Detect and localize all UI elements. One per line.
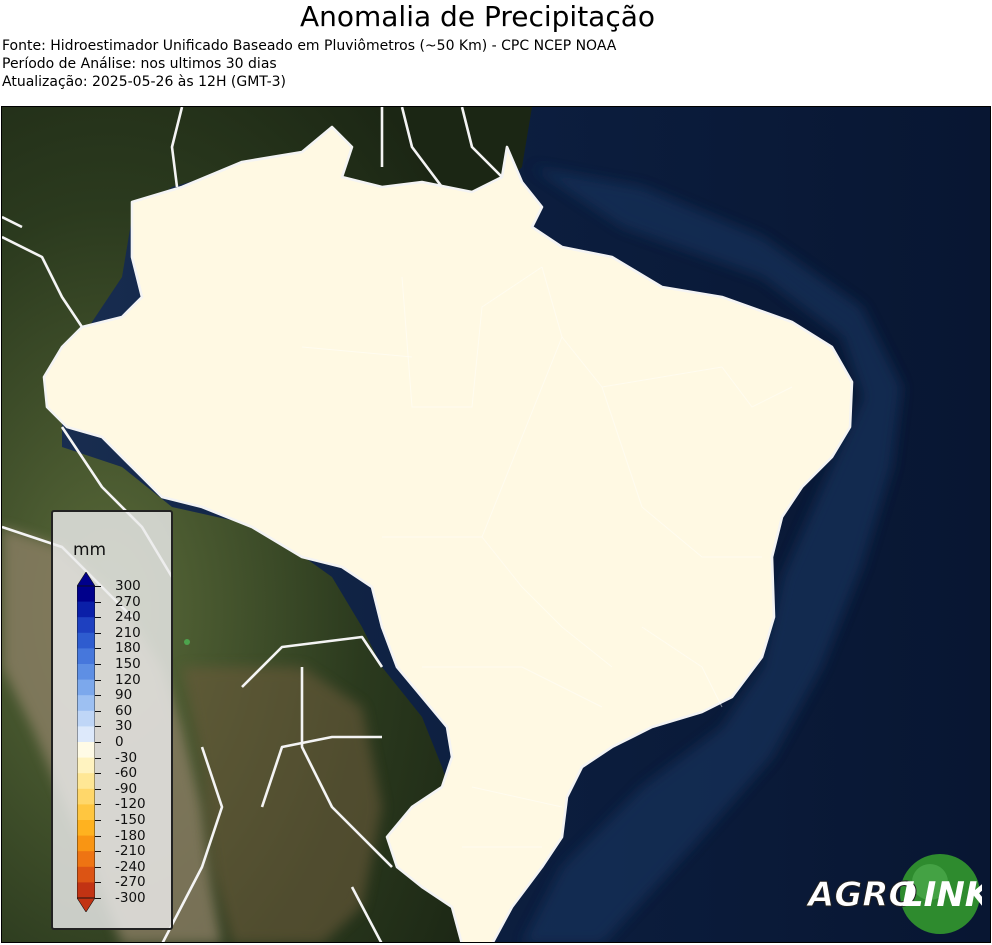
colorbar-legend: mm 300 270 240 210 180 150 120 90 60 30 0 -30 -60 -90…	[51, 510, 173, 930]
logo-text-right: LINK	[902, 875, 982, 915]
legend-tick-mark	[95, 648, 101, 650]
legend-tick-label: -120	[115, 796, 146, 813]
legend-tick-mark	[95, 804, 101, 806]
legend-tick-label: 90	[115, 687, 133, 704]
update-line: Atualização: 2025-05-26 às 12H (GMT-3)	[2, 74, 286, 90]
colorbar-segment	[77, 586, 95, 603]
legend-tick-label: -150	[115, 812, 146, 828]
legend-tick-label: -240	[115, 858, 146, 875]
legend-tick-label: -90	[115, 780, 138, 797]
legend-tick-mark	[95, 695, 101, 697]
state-borders	[301, 266, 793, 848]
legend-tick-mark	[95, 757, 101, 759]
colorbar-segment	[77, 648, 95, 665]
legend-tick-mark	[95, 617, 101, 619]
colorbar-segment	[77, 788, 95, 805]
legend-tick-label: 300	[115, 578, 141, 594]
legend-tick-label: -210	[115, 843, 146, 860]
continental-shelf	[523, 167, 902, 942]
legend-tick-label: 150	[115, 656, 141, 672]
colorbar-segment	[77, 632, 95, 649]
map-title: Anomalia de Precipitação	[299, 0, 656, 33]
legend-tick-mark	[95, 866, 101, 868]
legend-tick-mark	[95, 632, 101, 634]
legend-tick-mark	[95, 882, 101, 884]
source-line: Fonte: Hidroestimador Unificado Baseado …	[2, 38, 617, 54]
legend-tick-mark	[95, 726, 101, 728]
legend-unit: mm	[73, 540, 107, 560]
colorbar-segment	[77, 726, 95, 743]
legend-tick-label: 0	[115, 734, 124, 750]
legend-tick-label: 210	[115, 624, 141, 641]
colorbar-segment	[77, 851, 95, 868]
legend-tick-mark	[95, 773, 101, 775]
colorbar-segment	[77, 804, 95, 821]
legend-tick-mark	[95, 742, 101, 743]
legend-tick-label: 30	[115, 718, 133, 735]
legend-tick-label: 270	[115, 593, 141, 610]
period-line: Período de Análise: nos ultimos 30 dias	[2, 56, 277, 72]
country-borders	[2, 107, 854, 942]
colorbar-segment	[77, 617, 95, 634]
colorbar-segment	[77, 882, 95, 899]
legend-tick-mark	[95, 664, 101, 665]
colorbar-segment	[77, 664, 95, 681]
colorbar-segment	[77, 773, 95, 790]
legend-tick-mark	[95, 586, 101, 587]
logo-globe	[900, 854, 980, 934]
agrolink-logo: AGRO LINK	[805, 854, 992, 936]
colorbar-segment	[77, 742, 95, 759]
legend-tick-label: -300	[115, 890, 146, 906]
legend-tick-label: -60	[115, 765, 138, 782]
colorbar-arrow-top	[77, 572, 95, 587]
colorbar-segment	[77, 695, 95, 712]
legend-tick-mark	[95, 601, 101, 603]
legend-tick-mark	[95, 820, 101, 821]
legend-tick-mark	[95, 898, 101, 899]
colorbar-segment	[77, 679, 95, 696]
lake-marker	[184, 639, 190, 645]
legend-tick-mark	[95, 851, 101, 853]
colorbar-segment	[77, 710, 95, 727]
colorbar-segment	[77, 601, 95, 618]
legend-tick-label: -270	[115, 874, 146, 891]
legend-tick-mark	[95, 835, 101, 837]
colorbar-segment	[77, 835, 95, 852]
legend-tick-mark	[95, 710, 101, 712]
colorbar-segment	[77, 820, 95, 837]
legend-tick-label: 60	[115, 702, 133, 719]
colorbar	[77, 572, 95, 912]
colorbar-arrow-bottom	[77, 897, 95, 912]
legend-tick-label: -180	[115, 827, 146, 844]
legend-tick-mark	[95, 788, 101, 790]
legend-tick-label: 120	[115, 671, 141, 688]
logo-text-left: AGRO	[806, 875, 917, 915]
colorbar-segment	[77, 757, 95, 774]
legend-tick-label: -30	[115, 749, 138, 766]
legend-tick-mark	[95, 679, 101, 681]
legend-tick-label: 180	[115, 640, 141, 657]
legend-tick-label: 240	[115, 609, 141, 626]
colorbar-segment	[77, 866, 95, 883]
